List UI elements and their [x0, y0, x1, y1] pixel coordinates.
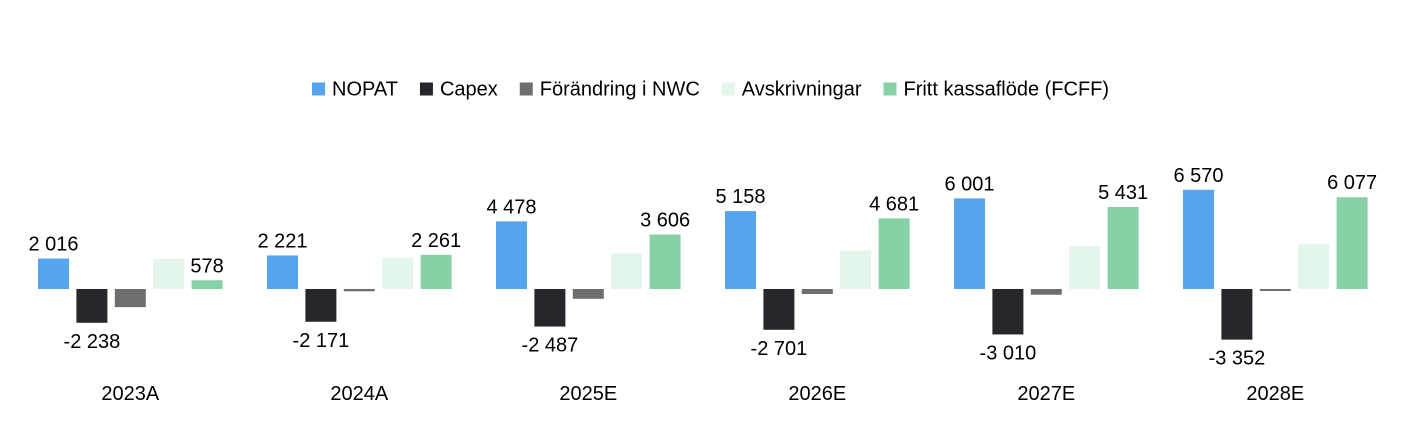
value-label-capex-2026E: -2 701	[751, 338, 808, 360]
value-label-capex-2023A: -2 238	[64, 331, 121, 353]
bar-forandring-i-nwc-2025E	[572, 289, 604, 299]
legend-swatch-forandring-i-nwc	[519, 82, 533, 96]
bar-fritt-kassaflode-fcff-2025E	[649, 234, 681, 289]
legend-label-forandring-i-nwc: Förändring i NWC	[540, 78, 700, 100]
category-label-2023A: 2023A	[101, 383, 159, 405]
value-label-fritt-kassaflode-fcff-2026E: 4 681	[869, 193, 919, 215]
legend-item-forandring-i-nwc: Förändring i NWC	[519, 78, 700, 100]
bar-capex-2028E	[1221, 289, 1253, 340]
bar-nopat-2027E	[954, 198, 985, 289]
bar-capex-2023A	[76, 289, 108, 323]
bar-capex-2026E	[763, 289, 795, 330]
category-label-2028E: 2028E	[1246, 383, 1304, 405]
value-label-nopat-2023A: 2 016	[28, 234, 78, 256]
value-label-nopat-2028E: 6 570	[1173, 165, 1223, 187]
bar-capex-2025E	[534, 289, 566, 327]
legend-label-capex: Capex	[440, 78, 498, 100]
value-label-capex-2027E: -3 010	[980, 342, 1037, 364]
bar-forandring-i-nwc-2026E	[801, 289, 833, 294]
legend-label-fritt-kassaflode-fcff: Fritt kassaflöde (FCFF)	[903, 78, 1109, 100]
value-label-fritt-kassaflode-fcff-2027E: 5 431	[1098, 182, 1148, 204]
legend-swatch-fritt-kassaflode-fcff	[883, 82, 897, 96]
value-label-capex-2024A: -2 171	[293, 330, 350, 352]
category-label-2026E: 2026E	[788, 383, 846, 405]
legend-swatch-capex	[419, 82, 433, 96]
value-label-capex-2028E: -3 352	[1209, 348, 1266, 370]
bar-fritt-kassaflode-fcff-2027E	[1107, 206, 1139, 289]
legend-item-fritt-kassaflode-fcff: Fritt kassaflöde (FCFF)	[883, 78, 1109, 100]
bar-forandring-i-nwc-2028E	[1259, 289, 1291, 291]
bar-nopat-2023A	[38, 258, 69, 289]
legend-label-avskrivningar: Avskrivningar	[742, 78, 862, 100]
legend-item-capex: Capex	[419, 78, 498, 100]
bar-capex-2024A	[305, 289, 337, 322]
bar-fritt-kassaflode-fcff-2028E	[1336, 197, 1368, 289]
bar-avskrivningar-2027E	[1069, 245, 1101, 289]
value-label-fritt-kassaflode-fcff-2023A: 578	[190, 255, 223, 277]
category-label-2025E: 2025E	[559, 383, 617, 405]
value-label-nopat-2026E: 5 158	[715, 186, 765, 208]
bar-fritt-kassaflode-fcff-2024A	[420, 254, 452, 289]
bar-nopat-2024A	[267, 255, 298, 289]
bar-nopat-2028E	[1183, 189, 1214, 289]
value-label-capex-2025E: -2 487	[522, 335, 579, 357]
legend-swatch-nopat	[312, 82, 325, 96]
bar-nopat-2026E	[725, 211, 756, 289]
legend-item-nopat: NOPAT	[312, 78, 398, 100]
bar-nopat-2025E	[496, 221, 527, 289]
bar-avskrivningar-2028E	[1298, 243, 1330, 289]
legend-swatch-avskrivningar	[721, 82, 735, 96]
value-label-fritt-kassaflode-fcff-2028E: 6 077	[1327, 172, 1377, 194]
value-label-fritt-kassaflode-fcff-2025E: 3 606	[640, 210, 690, 232]
bar-avskrivningar-2025E	[611, 253, 643, 289]
legend-item-avskrivningar: Avskrivningar	[721, 78, 862, 100]
category-label-2024A: 2024A	[330, 383, 388, 405]
legend-label-nopat: NOPAT	[332, 78, 398, 100]
bar-forandring-i-nwc-2023A	[114, 289, 146, 308]
value-label-nopat-2027E: 6 001	[944, 173, 994, 195]
value-label-nopat-2024A: 2 221	[257, 230, 307, 252]
bar-capex-2027E	[992, 289, 1024, 335]
legend: NOPAT Capex Förändring i NWC Avskrivningar F…	[312, 78, 1109, 100]
bar-avskrivningar-2023A	[153, 258, 185, 289]
value-labels: 2 016 -2 238 578 2 221 -2 171 2 261 4 478 -2 48…	[28, 165, 1377, 370]
bar-fritt-kassaflode-fcff-2023A	[191, 280, 223, 289]
value-label-nopat-2025E: 4 478	[486, 196, 536, 218]
bar-avskrivningar-2024A	[382, 258, 414, 289]
category-labels: 2023A 2024A 2025E 2026E 2027E 2028E	[101, 383, 1304, 405]
bars	[38, 189, 1368, 340]
bar-forandring-i-nwc-2027E	[1030, 289, 1062, 295]
bar-forandring-i-nwc-2024A	[343, 289, 375, 292]
category-label-2027E: 2027E	[1017, 383, 1075, 405]
bar-avskrivningar-2026E	[840, 250, 872, 289]
value-label-fritt-kassaflode-fcff-2024A: 2 261	[411, 230, 461, 252]
bar-fritt-kassaflode-fcff-2026E	[878, 218, 910, 289]
